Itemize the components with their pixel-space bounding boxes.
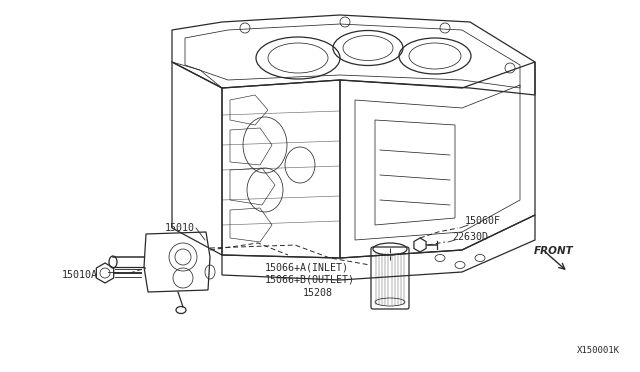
Text: 15060F: 15060F	[465, 216, 501, 226]
Text: 15066+B(OUTLET): 15066+B(OUTLET)	[265, 275, 355, 285]
Text: 15208: 15208	[303, 288, 333, 298]
Text: 15066+A(INLET): 15066+A(INLET)	[265, 263, 349, 273]
Text: X150001K: X150001K	[577, 346, 620, 355]
Text: 15010A: 15010A	[62, 270, 98, 280]
Text: 15010: 15010	[165, 223, 195, 233]
Text: 22630D: 22630D	[452, 232, 488, 242]
Text: FRONT: FRONT	[534, 246, 573, 256]
